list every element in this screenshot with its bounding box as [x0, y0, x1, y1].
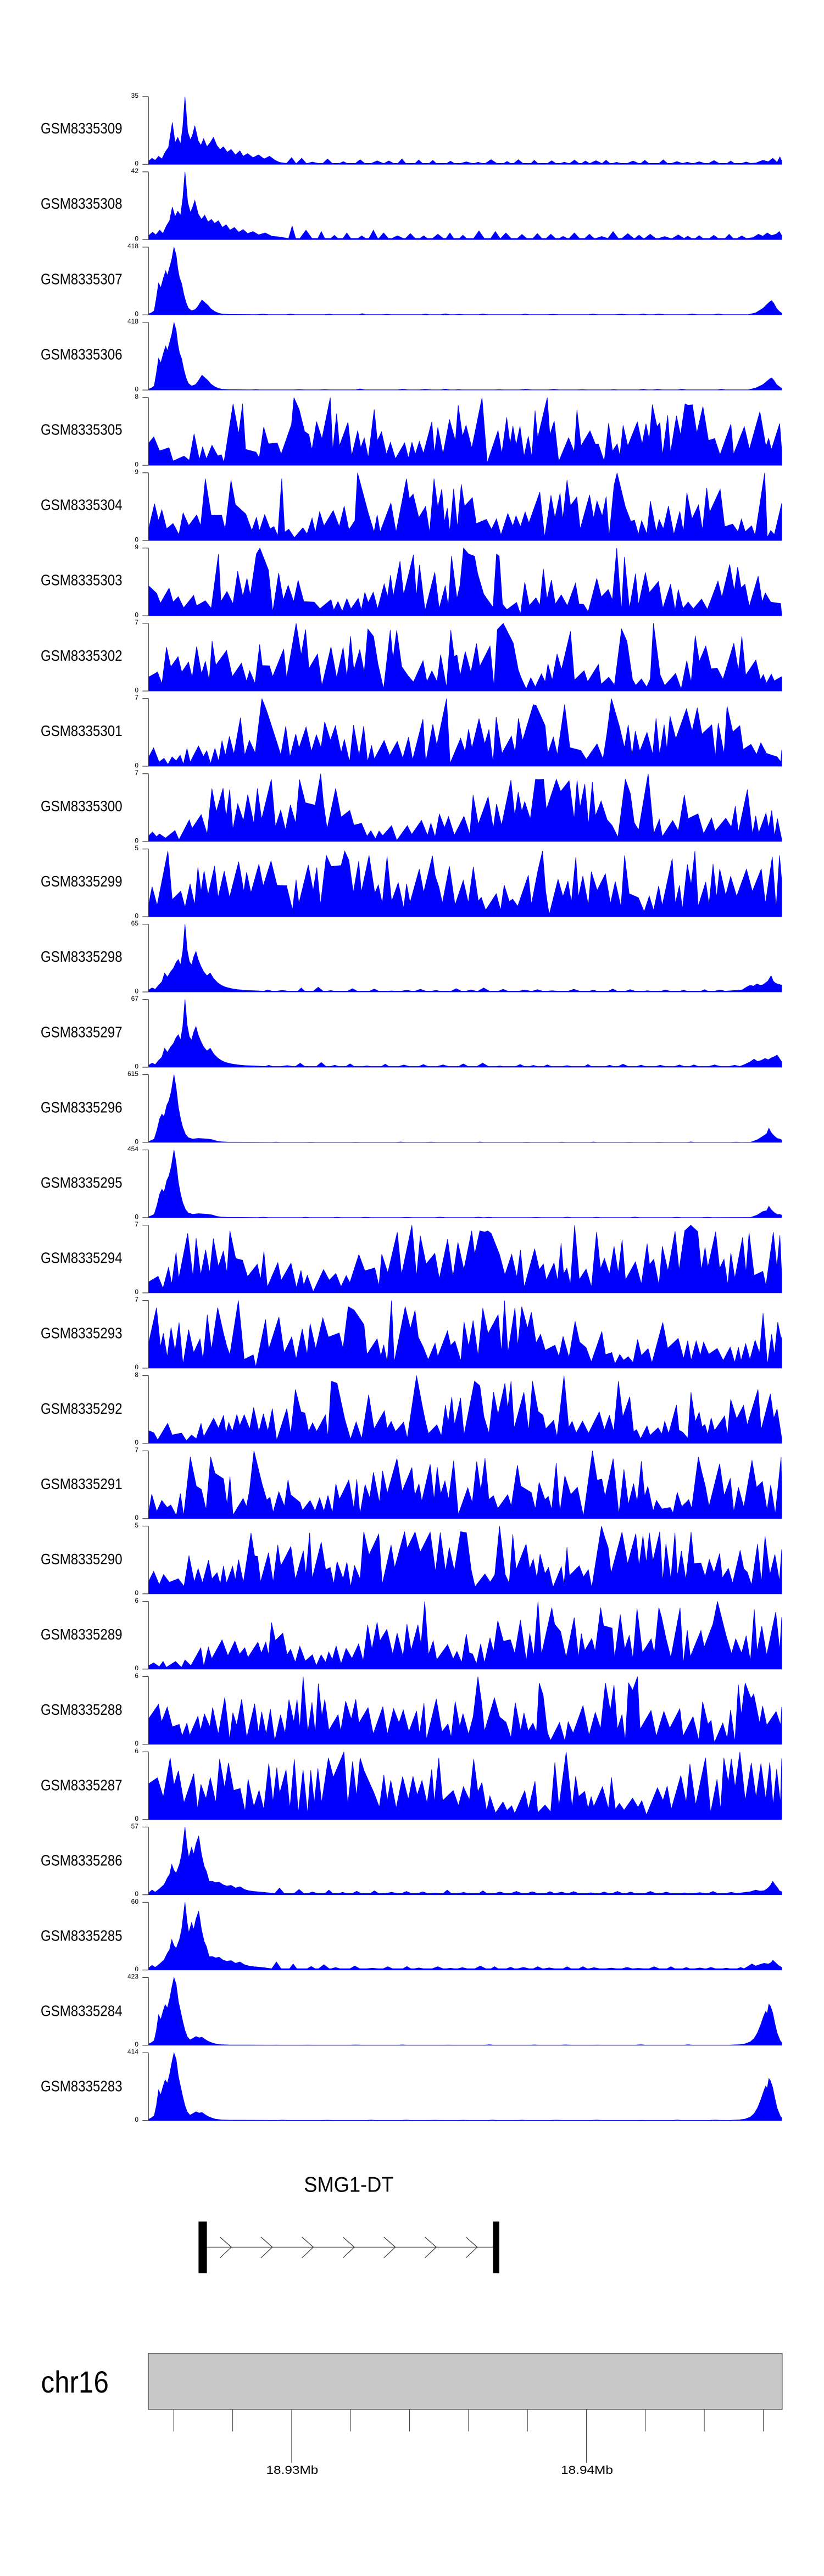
- svg-text:GSM8335285: GSM8335285: [41, 1928, 123, 1944]
- svg-text:42: 42: [131, 167, 139, 175]
- svg-text:GSM8335294: GSM8335294: [41, 1250, 123, 1267]
- svg-text:GSM8335302: GSM8335302: [41, 648, 123, 664]
- svg-text:0: 0: [135, 2116, 138, 2123]
- svg-text:0: 0: [135, 1213, 138, 1220]
- svg-text:5: 5: [135, 1521, 138, 1529]
- svg-text:418: 418: [127, 242, 138, 250]
- svg-text:0: 0: [135, 1890, 138, 1898]
- svg-text:5: 5: [135, 844, 138, 852]
- svg-text:8: 8: [135, 393, 138, 400]
- svg-text:0: 0: [135, 160, 138, 168]
- svg-text:414: 414: [127, 2048, 138, 2056]
- svg-text:GSM8335301: GSM8335301: [41, 723, 123, 739]
- svg-text:GSM8335283: GSM8335283: [41, 2078, 123, 2095]
- svg-text:GSM8335305: GSM8335305: [41, 422, 123, 438]
- svg-text:0: 0: [135, 2040, 138, 2048]
- svg-text:7: 7: [135, 1296, 138, 1303]
- svg-text:0: 0: [135, 386, 138, 393]
- svg-text:GSM8335286: GSM8335286: [41, 1853, 123, 1869]
- svg-text:0: 0: [135, 987, 138, 995]
- svg-text:6: 6: [135, 1597, 138, 1604]
- svg-text:0: 0: [135, 1589, 138, 1597]
- svg-text:GSM8335289: GSM8335289: [41, 1627, 123, 1643]
- svg-text:615: 615: [127, 1070, 138, 1078]
- svg-text:0: 0: [135, 310, 138, 318]
- svg-text:GSM8335293: GSM8335293: [41, 1325, 123, 1342]
- svg-text:7: 7: [135, 618, 138, 626]
- svg-text:0: 0: [135, 1288, 138, 1296]
- svg-text:0: 0: [135, 611, 138, 618]
- svg-text:0: 0: [135, 536, 138, 543]
- svg-text:423: 423: [127, 1973, 138, 1981]
- svg-text:9: 9: [135, 468, 138, 476]
- svg-text:0: 0: [135, 1363, 138, 1371]
- svg-text:GSM8335295: GSM8335295: [41, 1175, 123, 1191]
- svg-text:GSM8335300: GSM8335300: [41, 799, 123, 815]
- svg-text:9: 9: [135, 543, 138, 551]
- svg-text:SMG1-DT: SMG1-DT: [304, 2172, 393, 2196]
- svg-text:GSM8335297: GSM8335297: [41, 1024, 123, 1041]
- svg-text:GSM8335284: GSM8335284: [41, 2003, 123, 2020]
- svg-text:0: 0: [135, 1739, 138, 1747]
- svg-text:67: 67: [131, 995, 139, 1002]
- svg-text:7: 7: [135, 769, 138, 777]
- svg-text:65: 65: [131, 919, 139, 927]
- svg-text:GSM8335304: GSM8335304: [41, 497, 123, 514]
- svg-text:GSM8335309: GSM8335309: [41, 121, 123, 137]
- svg-text:0: 0: [135, 1664, 138, 1672]
- svg-text:GSM8335303: GSM8335303: [41, 572, 123, 589]
- svg-text:6: 6: [135, 1747, 138, 1755]
- svg-text:0: 0: [135, 1438, 138, 1446]
- svg-text:GSM8335291: GSM8335291: [41, 1476, 123, 1492]
- svg-text:454: 454: [127, 1145, 138, 1153]
- svg-text:GSM8335296: GSM8335296: [41, 1100, 123, 1116]
- svg-text:GSM8335292: GSM8335292: [41, 1401, 123, 1417]
- svg-text:18.93Mb: 18.93Mb: [266, 2463, 319, 2477]
- svg-text:GSM8335288: GSM8335288: [41, 1702, 123, 1719]
- svg-text:0: 0: [135, 1138, 138, 1145]
- svg-text:0: 0: [135, 912, 138, 919]
- svg-text:GSM8335307: GSM8335307: [41, 271, 123, 288]
- svg-text:GSM8335308: GSM8335308: [41, 196, 123, 213]
- svg-text:0: 0: [135, 235, 138, 243]
- svg-text:GSM8335290: GSM8335290: [41, 1552, 123, 1568]
- svg-text:60: 60: [131, 1898, 139, 1905]
- svg-text:0: 0: [135, 837, 138, 844]
- svg-text:57: 57: [131, 1822, 139, 1830]
- svg-text:8: 8: [135, 1371, 138, 1379]
- svg-text:6: 6: [135, 1672, 138, 1680]
- svg-text:GSM8335299: GSM8335299: [41, 874, 123, 890]
- svg-text:0: 0: [135, 461, 138, 469]
- svg-text:7: 7: [135, 694, 138, 701]
- svg-text:0: 0: [135, 1815, 138, 1822]
- svg-text:GSM8335298: GSM8335298: [41, 949, 123, 966]
- svg-text:0: 0: [135, 1514, 138, 1521]
- svg-text:GSM8335306: GSM8335306: [41, 347, 123, 363]
- svg-text:7: 7: [135, 1220, 138, 1228]
- svg-text:35: 35: [131, 92, 139, 99]
- svg-text:0: 0: [135, 686, 138, 694]
- svg-text:18.94Mb: 18.94Mb: [561, 2463, 613, 2477]
- svg-text:418: 418: [127, 317, 138, 325]
- svg-text:7: 7: [135, 1446, 138, 1454]
- svg-text:GSM8335287: GSM8335287: [41, 1777, 123, 1794]
- svg-text:0: 0: [135, 761, 138, 769]
- svg-text:0: 0: [135, 1062, 138, 1070]
- svg-text:chr16: chr16: [41, 2365, 109, 2400]
- svg-text:0: 0: [135, 1965, 138, 1973]
